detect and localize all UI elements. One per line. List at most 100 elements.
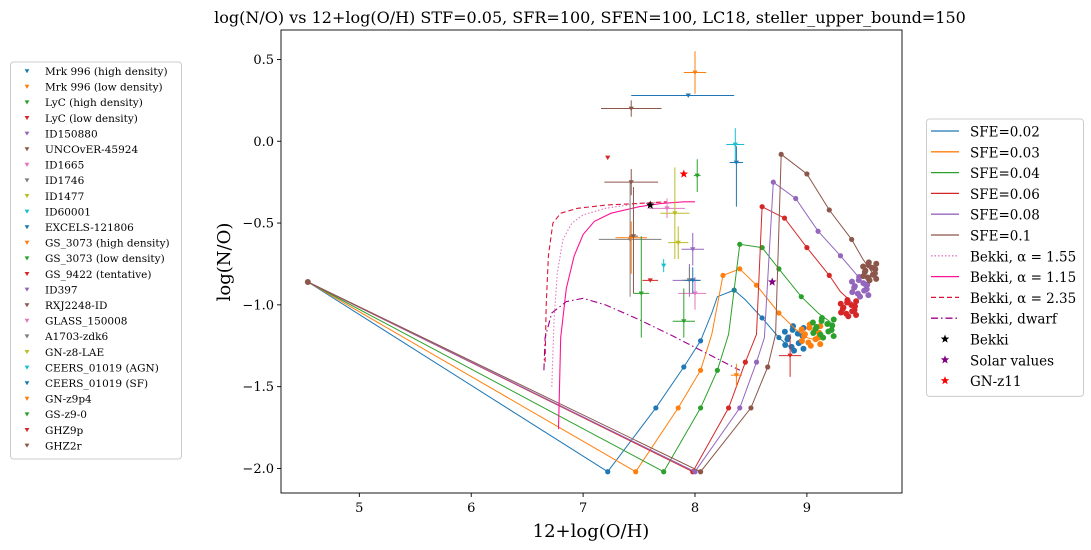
series-cluster-sfe-0-06-2 [843, 310, 850, 317]
series-cluster-sfe-0-02-10 [781, 328, 788, 335]
series-point-sfe-0-02-2 [681, 364, 687, 370]
legend-left-marker-a1703-zdk6 [24, 334, 30, 339]
legend-left-label-gs-z9-0: GS-z9-0 [45, 409, 87, 421]
legend-right-label-bekki-dwarf: Bekki, dwarf [970, 312, 1058, 328]
legend-left-marker-mrk-996-low-density [24, 84, 30, 89]
series-line-sfe-0-06 [307, 205, 855, 473]
series-cluster-sfe-0-1-13 [865, 259, 872, 266]
legend-left-label-gs-9422-tentative: GS_9422 (tentative) [45, 269, 151, 281]
series-cluster-sfe-0-02-1 [800, 345, 807, 352]
series-line-sfe-0-04 [307, 243, 833, 473]
legend-right-label-bekki-2-35: Bekki, α = 2.35 [970, 291, 1076, 307]
legend-left-marker-gs-9422-tentative [24, 272, 30, 277]
series-cluster-sfe-0-04-13 [818, 314, 825, 321]
legend-left-marker-excels-121806 [24, 225, 30, 230]
legend-left-label-ceers-01019-agn: CEERS_01019 (AGN) [45, 362, 159, 374]
series-point-sfe-0-08-4 [793, 195, 799, 202]
legend-left-label-id1665: ID1665 [45, 160, 84, 172]
y-tick-label-0: −2.0 [242, 462, 274, 477]
series-point-sfe-0-04-1 [697, 405, 704, 411]
legend-left-marker-ghz9p [24, 428, 30, 433]
obs-point-lyc-high-density [694, 173, 700, 179]
obs-point-ghz9p [787, 353, 793, 359]
obs-point-gs-9422-tentative [647, 278, 653, 283]
legend-right-label-sfe-0-04: SFE=0.04 [970, 166, 1040, 182]
obs-point-gs-z9-0 [681, 319, 687, 324]
series-point-sfe-0-1-3 [778, 151, 784, 157]
legend-right-label-bekki-1-55: Bekki, α = 1.55 [970, 249, 1076, 265]
legend-left-label-excels-121806: EXCELS-121806 [45, 222, 134, 234]
obs-point-id60001 [732, 142, 738, 147]
series-cluster-sfe-0-08-5 [863, 286, 870, 293]
series-cluster-sfe-0-08-9 [860, 280, 867, 287]
series-point-sfe-0-1-0 [697, 469, 704, 475]
series-point-sfe-0-02-5 [759, 315, 765, 321]
series-cluster-sfe-0-04-2 [817, 331, 824, 338]
series-point-sfe-0-03-0 [633, 469, 639, 475]
x-tick-label-2: 7 [579, 501, 587, 516]
legend-left-marker-uncover-45924 [24, 147, 30, 152]
series-point-sfe-0-08-2 [753, 359, 760, 365]
series-cluster-sfe-0-04-12 [830, 316, 837, 323]
legend-left-marker-gs-3073-high-density [24, 240, 30, 245]
series-cluster-sfe-0-04-3 [810, 330, 817, 337]
legend-left-marker-lyc-high-density [24, 100, 30, 105]
obs-point-ceers-01019-agn [661, 263, 667, 269]
series-point-sfe-0-02-0 [605, 469, 611, 475]
series-point-sfe-0-04-3 [737, 241, 743, 247]
series-point-sfe-0-04-2 [714, 367, 720, 373]
legend-right-label-sfe-0-03: SFE=0.03 [970, 145, 1040, 161]
bekki-curve-bekki-1-55 [551, 201, 662, 387]
obs-point-gs-3073-low-density [638, 291, 644, 296]
legend-left-label-a1703-zdk6: A1703-zdk6 [44, 331, 108, 343]
legend-observations: Mrk 996 (high density) Mrk 996 (low densi… [10, 61, 182, 460]
series-cluster-sfe-0-08-3 [849, 289, 856, 296]
legend-left-label-gs-3073-high-density: GS_3073 (high density) [45, 238, 170, 250]
series-point-sfe-0-06-5 [804, 244, 810, 251]
legend-left-label-id1477: ID1477 [45, 191, 84, 203]
series-point-sfe-0-02-1 [653, 405, 659, 411]
y-tick-label-5: 0.5 [253, 53, 274, 68]
series-cluster-sfe-0-03-3 [799, 337, 806, 344]
legend-left-marker-id150880 [24, 131, 30, 136]
series-cluster-sfe-0-03-10 [798, 326, 805, 333]
legend-left-label-mrk-996-low-density: Mrk 996 (low density) [45, 82, 163, 94]
plot-frame [280, 29, 903, 494]
series-cluster-sfe-0-1-1 [873, 275, 880, 282]
legend-left-label-gn-z9p4: GN-z9p4 [45, 394, 92, 406]
series-point-sfe-0-04-0 [661, 469, 667, 475]
obs-point-ceers-01019-sf [690, 278, 696, 283]
series-point-sfe-0-03-1 [675, 405, 681, 411]
legend-left-marker-gs-z9-0 [24, 412, 30, 417]
obs-point-gn-z8-lae [675, 240, 681, 246]
series-point-sfe-0-06-6 [826, 272, 832, 279]
legend-right-marker-bekki [940, 334, 950, 343]
legend-left-marker-ghz2r [24, 443, 30, 448]
legend-right-label-solar-values: Solar values [970, 353, 1054, 369]
x-tick-label-1: 6 [467, 501, 475, 516]
series-point-sfe-0-08-6 [837, 253, 844, 259]
series-point-sfe-0-06-1 [725, 405, 732, 411]
obs-point-lyc-low-density [605, 155, 611, 161]
y-tick-label-3: −0.5 [242, 217, 274, 232]
bekki-curve-bekki-dwarf [543, 297, 741, 371]
series-point-sfe-0-1-5 [826, 207, 832, 213]
legend-right-label-sfe-0-08: SFE=0.08 [970, 208, 1040, 224]
legend-right-label-gn-z11: GN-z11 [970, 374, 1021, 390]
x-tick-label-0: 5 [355, 501, 363, 516]
legend-left-marker-id1477 [24, 194, 30, 199]
series-cluster-sfe-0-02-2 [788, 343, 795, 350]
legend-left-label-id60001: ID60001 [45, 206, 91, 218]
obs-point-uncover-45924 [628, 106, 634, 112]
legend-right-label-bekki: Bekki [970, 333, 1009, 349]
legend-left-label-id150880: ID150880 [45, 128, 98, 140]
bekki-curve-bekki-1-15 [557, 201, 695, 430]
series-point-sfe-0-03-3 [720, 272, 726, 279]
x-axis-label: 12+log(O/H) [533, 521, 650, 542]
obs-point-id397 [690, 247, 696, 252]
legend-models: SFE=0.02 SFE=0.03 SFE=0.04 SFE=0.06 SFE=0.08… [926, 118, 1084, 397]
obs-point-mrk-996-low-density [692, 70, 698, 76]
series-point-sfe-0-1-6 [849, 236, 855, 243]
x-tick-label-3: 8 [691, 501, 699, 516]
